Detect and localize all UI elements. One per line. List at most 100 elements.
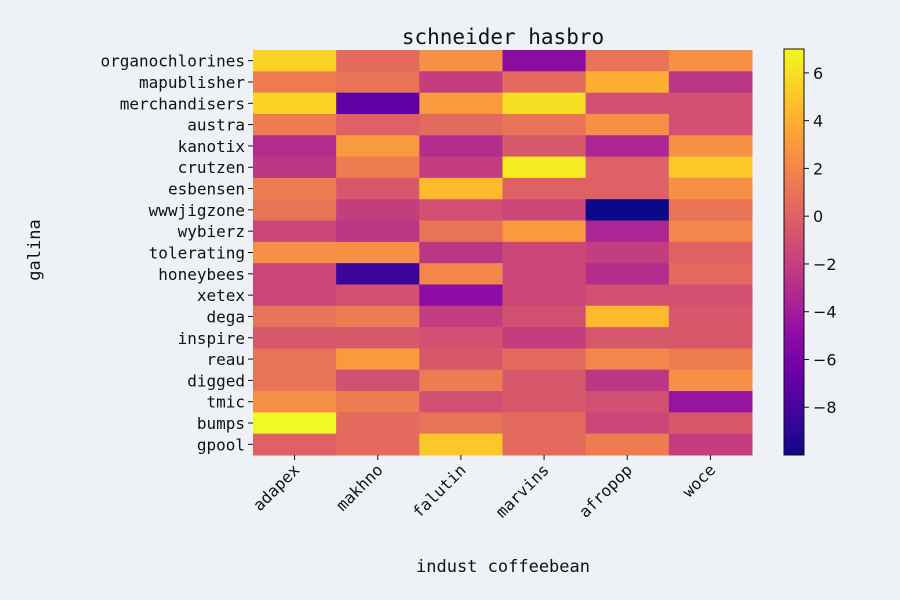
row-label: reau [206,350,245,369]
heatmap-cell [253,412,337,435]
heatmap-cell [419,199,503,222]
heatmap-cell [585,71,670,94]
column-labels: adapex makhno falutin marvins afropop woce [249,455,719,522]
heatmap-cell [336,92,420,115]
heatmap-cell [585,220,670,243]
heatmap-cell [502,305,587,328]
heatmap-cell [419,263,503,285]
heatmap-cell [585,327,670,349]
colorbar-tick-label: 2 [813,159,823,178]
heatmap-cell [585,284,670,307]
heatmap-cells [253,50,753,456]
heatmap-cell [668,135,753,158]
heatmap-cell [419,305,503,328]
colorbar-tick-label: −8 [813,398,837,417]
heatmap-cell [336,135,420,158]
heatmap-cell [419,113,503,136]
heatmap-cell [336,305,420,328]
colorbar-gradient [783,48,805,456]
heatmap-cell [336,348,420,371]
heatmap-cell [419,92,503,115]
chart-title: schneider hasbro [402,25,604,49]
row-label: kanotix [178,137,246,156]
heatmap-cell [502,327,587,349]
row-label: gpool [197,435,245,454]
heatmap-cell [502,220,587,243]
heatmap-cell [419,433,503,456]
heatmap-cell [585,113,670,136]
heatmap-cell [336,71,420,94]
heatmap-cell [585,156,670,179]
heatmap-cell [419,156,503,179]
heatmap-cell [253,156,337,179]
heatmap-cell [585,135,670,158]
heatmap-cell [253,369,337,392]
heatmap-cell [253,220,337,243]
heatmap-cell [585,305,670,328]
row-label: austra [187,116,245,135]
heatmap-cell [336,241,420,264]
y-axis-label: galina [25,219,45,280]
row-label: wybierz [178,222,245,241]
heatmap-cell [668,412,753,435]
heatmap-cell [336,433,420,456]
column-label: woce [679,460,720,501]
heatmap-cell [419,327,503,349]
heatmap-cell [336,199,420,222]
heatmap-cell [419,241,503,264]
heatmap-cell [668,50,753,72]
heatmap-cell [336,50,420,72]
heatmap-cell [585,412,670,435]
heatmap-cell [502,135,587,158]
row-label: merchandisers [120,94,245,113]
heatmap-cell [419,135,503,158]
heatmap-cell [668,71,753,94]
heatmap-cell [585,177,670,200]
heatmap-cell [336,220,420,243]
heatmap-cell [585,92,670,115]
row-label: inspire [178,329,245,348]
heatmap-cell [336,113,420,136]
heatmap-cell [502,433,587,456]
heatmap-cell [502,241,587,264]
heatmap-cell [336,156,420,179]
heatmap-cell [502,199,587,222]
heatmap-cell [668,369,753,392]
heatmap-cell [253,433,337,456]
heatmap-cell [419,71,503,94]
row-label: bumps [197,414,245,433]
colorbar-tick-label: 0 [813,207,823,226]
colorbar-tick-label: −6 [813,350,837,369]
heatmap-cell [336,284,420,307]
heatmap-cell [336,369,420,392]
heatmap-cell [502,348,587,371]
heatmap-cell [253,327,337,349]
colorbar: 6 4 2 0 −2 −4 −6 −8 [783,48,837,456]
heatmap-cell [668,263,753,285]
row-label: tmic [206,393,245,412]
heatmap-cell [502,412,587,435]
heatmap-cell [253,135,337,158]
heatmap-cell [253,71,337,94]
row-label: mapublisher [139,73,245,92]
row-labels: organochlorines mapublisher merchandisers a… [101,52,253,454]
heatmap-cell [336,263,420,285]
heatmap-cell [668,220,753,243]
heatmap-cell [253,305,337,328]
heatmap-cell [668,327,753,349]
row-label: esbensen [168,180,245,199]
heatmap-cell [668,199,753,222]
heatmap-cell [253,263,337,285]
heatmap-cell [668,391,753,413]
x-axis-label: indust coffeebean [416,557,590,577]
colorbar-tick-label: 6 [813,64,823,83]
heatmap-cell [419,348,503,371]
heatmap-cell [419,369,503,392]
heatmap-cell [336,327,420,349]
heatmap-cell [419,412,503,435]
heatmap-cell [668,241,753,264]
heatmap-cell [419,284,503,307]
heatmap-cell [253,113,337,136]
heatmap-cell [668,92,753,115]
